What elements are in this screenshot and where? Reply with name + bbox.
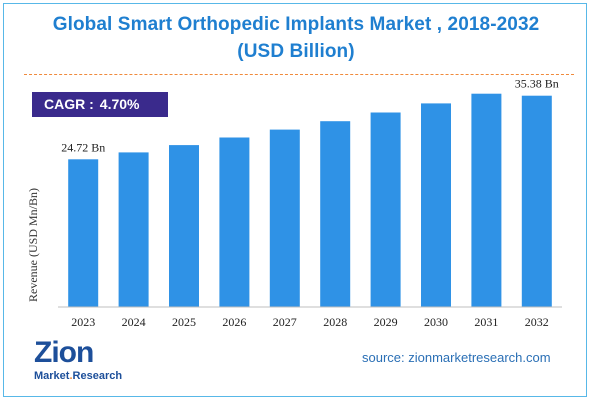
cagr-label: CAGR : xyxy=(44,96,94,112)
x-tick-2026: 2026 xyxy=(222,315,246,329)
source-text: source: zionmarketresearch.com xyxy=(362,350,551,365)
cagr-value: 4.70% xyxy=(99,96,140,112)
bar-2025 xyxy=(169,145,199,307)
x-tick-2032: 2032 xyxy=(525,315,549,329)
data-label-2032: 35.38 Bn xyxy=(515,77,559,91)
bar-2029 xyxy=(370,112,401,307)
x-tick-labels: 2023 2024 2025 2026 2027 2028 2029 2030 2031 2032 xyxy=(71,315,549,329)
bar-2028 xyxy=(320,121,351,307)
x-tick-2029: 2029 xyxy=(374,315,398,329)
chart-subtitle: (USD Billion) xyxy=(237,41,355,62)
logo-sub-sep: . xyxy=(69,370,73,382)
bar-2024 xyxy=(118,152,149,307)
logo-sub-right: Research xyxy=(72,370,123,382)
logo-sub-left: Market xyxy=(34,370,70,382)
x-tick-2031: 2031 xyxy=(474,315,498,329)
x-tick-2023: 2023 xyxy=(71,315,95,329)
title-divider xyxy=(24,74,574,75)
x-tick-2028: 2028 xyxy=(323,315,347,329)
logo-word: Zion xyxy=(34,336,94,369)
bars-group xyxy=(68,93,552,308)
chart-title: Global Smart Orthopedic Implants Market … xyxy=(52,14,540,35)
x-tick-2025: 2025 xyxy=(172,315,196,329)
bar-2023 xyxy=(68,159,99,307)
bar-2026 xyxy=(219,137,250,307)
logo-subtitle: Market.Research xyxy=(34,370,122,382)
cagr-badge: CAGR : 4.70% xyxy=(32,92,168,117)
x-tick-2030: 2030 xyxy=(424,315,448,329)
data-labels: 24.72 Bn 35.38 Bn xyxy=(61,77,559,155)
y-axis-label: Revenue (USD Mn/Bn) xyxy=(26,188,40,302)
bar-2027 xyxy=(269,129,300,307)
bar-2031 xyxy=(471,93,502,307)
x-tick-2024: 2024 xyxy=(122,315,146,329)
bar-2030 xyxy=(421,103,451,308)
x-tick-2027: 2027 xyxy=(273,315,297,329)
data-label-2023: 24.72 Bn xyxy=(61,140,105,154)
bar-2032 xyxy=(521,95,552,307)
zion-logo: Zion Market.Research xyxy=(34,336,124,386)
